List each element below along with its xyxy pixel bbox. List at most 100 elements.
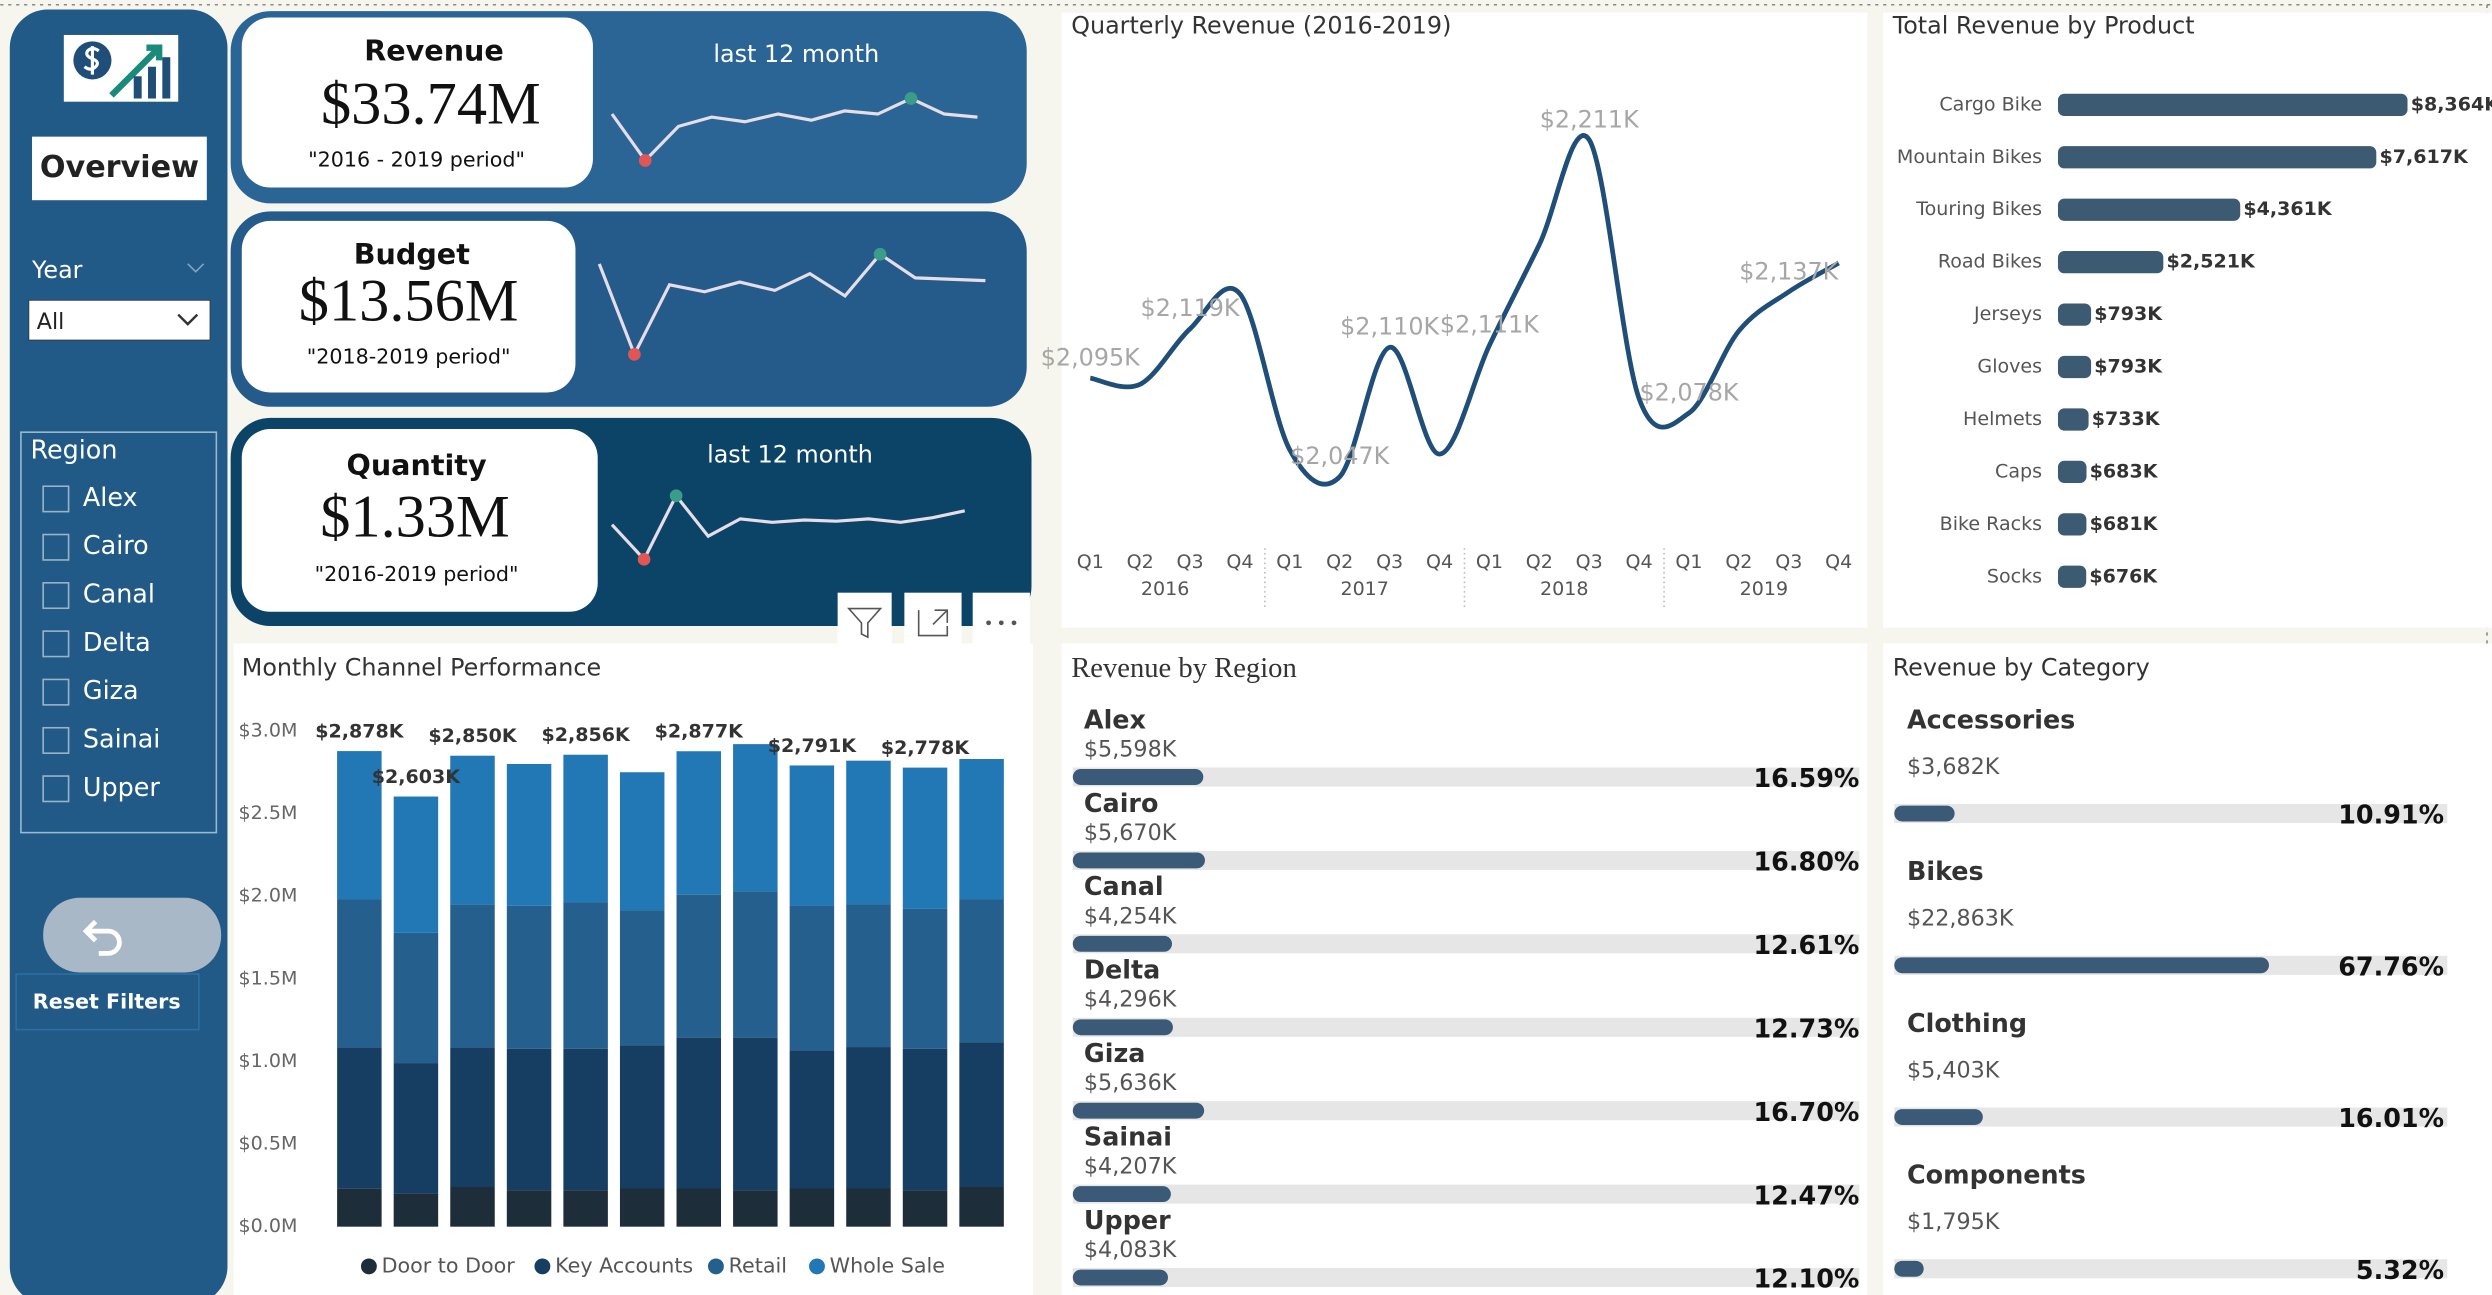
data-label: $2,521K <box>2166 251 2255 273</box>
data-label: $676K <box>2089 565 2158 587</box>
bar-segment <box>450 1047 495 1188</box>
bar-segment <box>563 1048 608 1191</box>
y-tick-label: Gloves <box>1977 356 2042 378</box>
total-label: $2,778K <box>881 737 970 759</box>
data-label: $2,137K <box>1739 257 1839 285</box>
progress-bar <box>1894 1260 1924 1277</box>
row-value: $5,636K <box>1084 1070 1178 1096</box>
row-value: $4,207K <box>1084 1154 1178 1180</box>
progress-track <box>1072 850 1860 870</box>
bar-segment <box>676 751 722 895</box>
bar-segment <box>563 1190 608 1227</box>
x-tick-label: Q3 <box>1775 551 1802 573</box>
progress-track <box>1894 1107 2448 1127</box>
checkbox[interactable] <box>42 485 70 513</box>
row-label: Sainai <box>1084 1121 1172 1151</box>
progress-bar <box>1894 805 1955 822</box>
bar-segment <box>789 905 835 1051</box>
y-tick-label: Jerseys <box>1973 303 2042 325</box>
data-label: $2,047K <box>1290 442 1390 470</box>
bar-segment <box>563 754 608 903</box>
legend-marker <box>809 1258 825 1275</box>
row-value: $1,795K <box>1907 1209 2001 1235</box>
dropdown-chevron <box>177 313 199 326</box>
region-option: Delta <box>83 627 151 657</box>
data-label: $681K <box>2090 513 2159 535</box>
row-label: Accessories <box>1907 704 2075 734</box>
logo <box>63 34 179 102</box>
sparkline-min <box>628 347 641 361</box>
bar-segment <box>563 902 608 1049</box>
legend-label: Retail <box>729 1253 787 1277</box>
checkbox[interactable] <box>42 726 70 754</box>
x-tick-label: Q4 <box>1426 551 1453 573</box>
checkbox[interactable] <box>42 630 70 658</box>
y-tick-label: $0.5M <box>239 1133 298 1155</box>
bar <box>2057 303 2092 326</box>
bar-segment <box>789 1188 835 1227</box>
year-dropdown[interactable] <box>28 299 211 341</box>
focus-icon[interactable] <box>904 592 962 650</box>
y-tick-label: Road Bikes <box>1938 251 2042 273</box>
bar-segment <box>733 744 778 892</box>
row-label: Alex <box>1084 704 1146 734</box>
checkbox[interactable] <box>42 678 70 706</box>
bar <box>2057 198 2241 221</box>
kpi-title: Budget <box>354 237 470 271</box>
share-label: 16.59% <box>1754 763 1860 793</box>
share-label: 16.01% <box>2338 1103 2444 1133</box>
overview-button[interactable] <box>32 136 207 201</box>
bar-segment <box>733 891 778 1038</box>
kpi-inner <box>241 17 593 188</box>
data-label: $683K <box>2090 460 2159 482</box>
progress-track <box>1072 767 1860 787</box>
y-tick-label: $1.5M <box>239 967 298 989</box>
bar-segment <box>902 767 948 909</box>
share-label: 12.61% <box>1754 930 1860 960</box>
kpi-title: Revenue <box>364 33 504 67</box>
row-value: $4,083K <box>1084 1237 1178 1263</box>
chart-title: Monthly Channel Performance <box>242 653 601 681</box>
progress-bar <box>1072 1186 1171 1203</box>
bar <box>2057 565 2087 588</box>
checkbox[interactable] <box>42 533 70 561</box>
y-tick-label: Caps <box>1995 460 2042 482</box>
region-option: Upper <box>83 772 160 802</box>
reset-button[interactable] <box>43 897 222 973</box>
bar-segment <box>846 1047 891 1189</box>
bar-segment <box>393 1063 439 1194</box>
bar-segment <box>846 760 891 905</box>
bar-segment <box>733 1190 778 1227</box>
x-tick-label: Q1 <box>1675 551 1702 573</box>
visual-toolbar <box>837 592 1030 650</box>
y-tick-label: $2.0M <box>239 885 298 907</box>
x-tick-label: Q1 <box>1276 551 1303 573</box>
checkbox[interactable] <box>42 582 70 610</box>
data-label: $2,211K <box>1540 105 1640 133</box>
row-value: $22,863K <box>1907 906 2015 932</box>
total-label: $2,878K <box>315 721 404 743</box>
filter-icon[interactable] <box>837 592 892 650</box>
data-label: $2,111K <box>1440 311 1540 339</box>
checkbox[interactable] <box>42 775 70 803</box>
total-label: $2,850K <box>428 725 517 747</box>
bar-segment <box>619 1045 665 1189</box>
kpi-period: "2016 - 2019 period" <box>308 147 525 171</box>
bar <box>2057 460 2087 484</box>
legend-label: Whole Sale <box>830 1253 945 1277</box>
bar-segment <box>619 1188 665 1227</box>
bar-segment <box>393 932 439 1064</box>
overview-label: Overview <box>40 150 199 185</box>
bar-segment <box>619 910 665 1046</box>
y-tick-label: $3.0M <box>239 719 298 741</box>
bar-segment <box>450 755 495 905</box>
kpi-inner <box>241 220 576 393</box>
share-label: 16.80% <box>1754 847 1860 877</box>
bar-segment <box>846 904 891 1048</box>
kpi-title: Quantity <box>347 448 487 482</box>
kpi-value: $1.33M <box>320 484 510 551</box>
sparkline <box>597 252 986 359</box>
share-label: 5.32% <box>2356 1255 2444 1285</box>
progress-track <box>1072 1101 1860 1121</box>
share-label: 10.91% <box>2338 800 2444 830</box>
